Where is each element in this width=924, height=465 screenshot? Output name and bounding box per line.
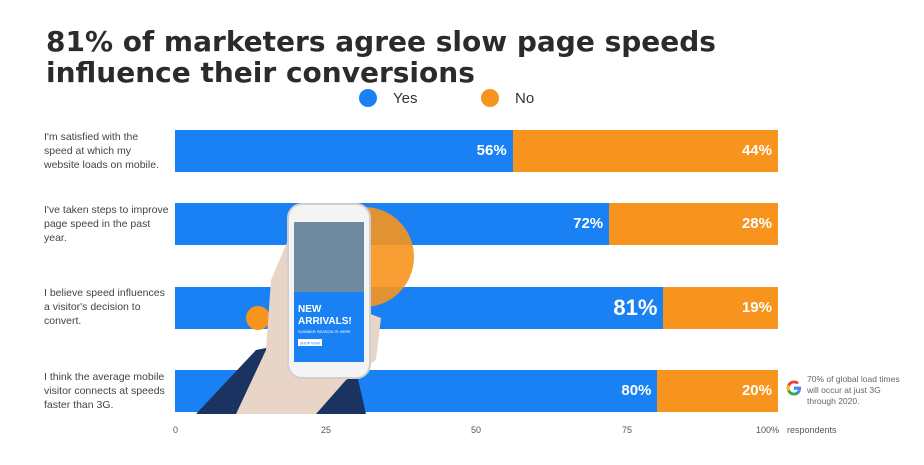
orange-dot-decoration (246, 306, 270, 330)
bar-yes-label-1: 56% (476, 142, 507, 159)
bar-no-4 (657, 370, 778, 412)
phone-ad-headline-2: ARRIVALS! (298, 316, 352, 327)
phone-photo (294, 222, 364, 292)
bar-no-label-2: 28% (741, 215, 772, 232)
bar-no-label-1: 44% (741, 142, 772, 159)
phone-ad-panel (294, 292, 364, 362)
bar-no-3 (663, 287, 778, 329)
x-axis-label: respondents (787, 425, 837, 435)
x-tick-100: 100% (756, 425, 780, 435)
chart-title: 81% of marketers agree slow page speeds … (46, 25, 716, 89)
x-tick-0: 0 (173, 425, 179, 435)
legend-yes-swatch (359, 89, 377, 107)
phone-ad-button (298, 339, 322, 346)
row-label-1: I'm satisfied with the speed at which my… (44, 131, 159, 171)
annotation-note: 70% of global load times will occur at j… (807, 374, 900, 406)
bar-no-1 (512, 130, 778, 172)
bar-yes-1 (175, 130, 513, 172)
row-label-3: I believe speed influences a visitor's d… (44, 287, 165, 327)
legend-yes: Yes (359, 88, 417, 108)
legend-yes-label: Yes (393, 89, 418, 107)
bar-yes-label-4: 80% (621, 382, 652, 399)
row-label-4: I think the average mobile visitor conne… (44, 371, 165, 411)
legend-no: No (481, 88, 534, 108)
phone-ad-headline-1: NEW (298, 304, 322, 315)
bar-no-2 (609, 203, 778, 245)
row-label-2: I've taken steps to improve page speed i… (44, 204, 169, 244)
bar-yes-label-2: 72% (573, 215, 604, 232)
x-tick-75: 75 (622, 425, 633, 435)
phone-illustration: NEW ARRIVALS! SUMMER SEASON IS HERE SHOP… (196, 203, 414, 414)
bar-no-label-3: 19% (741, 299, 772, 316)
legend-no-label: No (515, 89, 535, 107)
legend-no-swatch (481, 89, 499, 107)
google-icon (786, 380, 801, 396)
bar-no-label-4: 20% (741, 382, 772, 399)
bar-yes-label-3: 81% (613, 295, 658, 320)
x-tick-50: 50 (471, 425, 482, 435)
phone-ad-subline: SUMMER SEASON IS HERE (298, 329, 351, 334)
x-tick-25: 25 (321, 425, 332, 435)
phone-ad-button-label: SHOP NOW (300, 342, 321, 346)
